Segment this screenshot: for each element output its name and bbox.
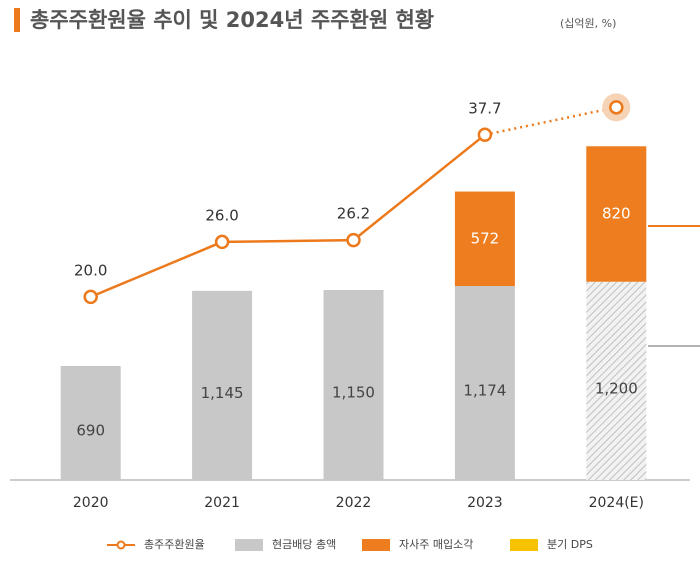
legend-label: 현금배당 총액 bbox=[272, 538, 336, 551]
line-estimate bbox=[484, 106, 617, 137]
data-label: 26.0 bbox=[205, 206, 238, 224]
data-label: 1,200 bbox=[595, 379, 638, 397]
legend-swatch bbox=[362, 539, 390, 551]
bar bbox=[60, 366, 121, 480]
legend-label: 자사주 매입소각 bbox=[399, 538, 473, 551]
bar bbox=[454, 191, 515, 287]
data-label: 20.0 bbox=[74, 261, 107, 279]
x-tick-label: 2022 bbox=[336, 495, 372, 511]
data-label: 572 bbox=[471, 229, 500, 247]
data-label: 1,174 bbox=[463, 382, 506, 400]
line bbox=[90, 133, 486, 299]
chart-title: 총주주환원율 추이 및 2024년 주주환원 현황 bbox=[30, 8, 434, 32]
bar bbox=[454, 286, 515, 480]
legend-label: 분기 DPS bbox=[547, 538, 593, 551]
data-label: 1,150 bbox=[332, 384, 375, 402]
x-tick-label: 2023 bbox=[467, 495, 503, 511]
bar bbox=[586, 281, 647, 480]
data-label: 690 bbox=[76, 422, 105, 440]
point bbox=[83, 289, 98, 305]
point bbox=[214, 234, 230, 250]
legend-swatch bbox=[116, 540, 126, 550]
legend-swatch bbox=[235, 539, 263, 551]
chart-subtitle: (십억원, %) bbox=[560, 17, 616, 30]
x-tick-label: 2021 bbox=[204, 495, 240, 511]
bar bbox=[323, 290, 384, 480]
point bbox=[609, 100, 624, 115]
x-tick-label: 2020 bbox=[73, 495, 109, 511]
data-label: 26.2 bbox=[337, 205, 370, 223]
bar bbox=[192, 290, 253, 480]
legend-label: 총주주환원율 bbox=[144, 538, 205, 551]
bar bbox=[586, 146, 647, 282]
data-label: 1,145 bbox=[201, 384, 244, 402]
point bbox=[477, 127, 493, 143]
data-label: 37.7 bbox=[468, 99, 501, 117]
x-tick-label: 2024(E) bbox=[589, 495, 644, 511]
legend-swatch bbox=[510, 539, 538, 551]
point bbox=[346, 232, 361, 248]
data-label: 820 bbox=[602, 205, 631, 223]
title-marker bbox=[14, 8, 20, 32]
